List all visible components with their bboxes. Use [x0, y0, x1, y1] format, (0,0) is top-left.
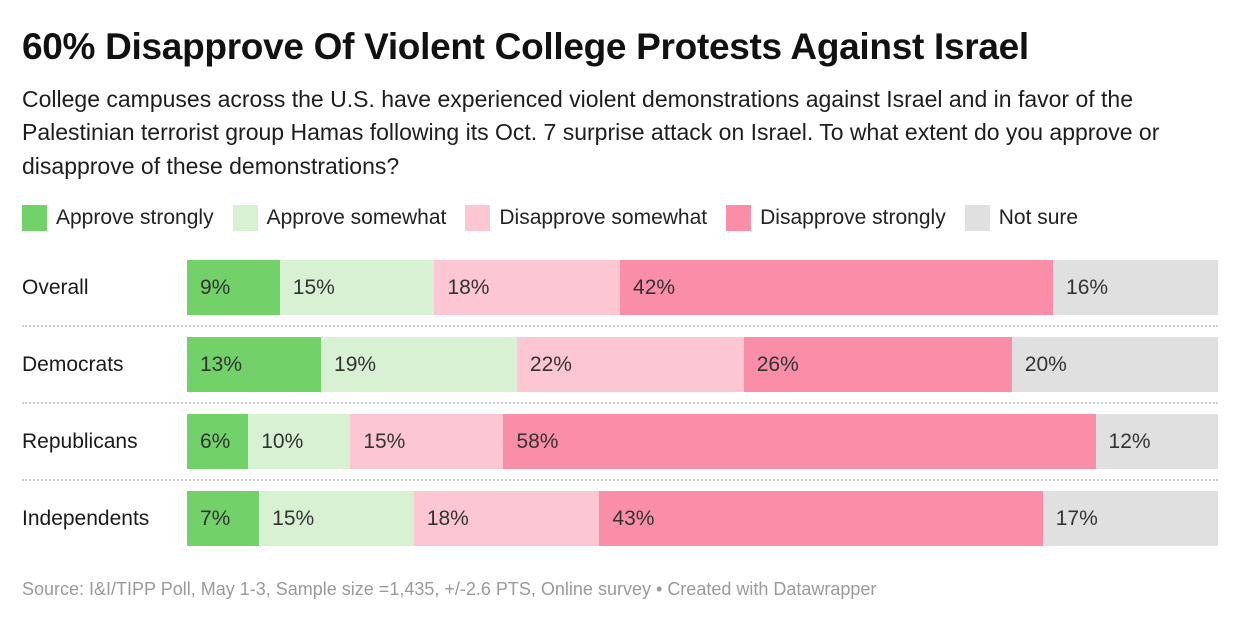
value-label: 15% [363, 429, 406, 453]
value-label: 15% [272, 506, 315, 530]
value-label: 9% [200, 275, 231, 299]
bar-segment: 15% [279, 260, 435, 316]
legend-swatch-icon [22, 205, 47, 232]
value-label: 26% [756, 352, 799, 376]
legend-swatch-icon [465, 205, 491, 232]
bar-segment: 20% [1011, 337, 1218, 393]
category-label: Independents [22, 506, 150, 530]
bar-segment: 26% [743, 337, 1012, 393]
chart-row: Republicans 6% 10% 15% 58% 12% [22, 414, 1219, 470]
bar-segment: 19% [321, 337, 517, 393]
source-text: Source: I&I/TIPP Poll, May 1-3, Sample s… [22, 579, 651, 600]
stacked-bar: 6% 10% 15% 58% 12% [187, 414, 1219, 470]
value-label: 16% [1066, 275, 1109, 299]
page-title: 60% Disapprove Of Violent College Protes… [22, 26, 1029, 67]
value-label: 18% [426, 506, 469, 530]
legend-item: Approve somewhat [232, 205, 447, 232]
value-label: 10% [261, 429, 304, 453]
bar-segment: 7% [187, 491, 260, 547]
value-label: 19% [334, 352, 377, 376]
bar-segment: 16% [1053, 260, 1218, 316]
chart-page: 60% Disapprove Of Violent College Protes… [22, 26, 1219, 600]
value-label: 6% [200, 429, 231, 453]
value-label: 17% [1055, 506, 1098, 530]
legend-swatch-icon [232, 205, 258, 232]
value-label: 7% [200, 506, 231, 530]
stacked-bar: 7% 15% 18% 43% 17% [187, 491, 1218, 547]
value-label: 43% [612, 506, 655, 530]
chart-row: Democrats 13% 19% 22% 26% 20% [22, 337, 1218, 393]
legend-item: Disapprove strongly [726, 205, 946, 232]
legend-label: Approve strongly [56, 206, 214, 230]
legend-item: Approve strongly [22, 205, 214, 232]
category-label: Overall [22, 275, 89, 299]
datawrapper-attribution-link[interactable]: Created with Datawrapper [667, 579, 877, 600]
bar-segment: 17% [1042, 491, 1218, 547]
stacked-bar: 13% 19% 22% 26% 20% [187, 337, 1218, 393]
legend-label: Disapprove somewhat [499, 206, 708, 230]
bar-segment: 12% [1095, 414, 1219, 470]
chart-row: Overall 9% 15% 18% 42% 16% [22, 260, 1218, 316]
source-line: Source: I&I/TIPP Poll, May 1-3, Sample s… [22, 579, 1218, 600]
legend-label: Disapprove strongly [760, 206, 946, 230]
row-separator [22, 402, 1218, 405]
legend-item: Disapprove somewhat [465, 205, 708, 232]
bar-segment: 15% [350, 414, 504, 470]
bar-segment: 18% [434, 260, 621, 316]
row-separator [22, 325, 1218, 328]
chart-rows: Overall 9% 15% 18% 42% 16% Democrats 13% 19% 22% 2… [22, 260, 1219, 547]
value-label: 42% [633, 275, 676, 299]
value-label: 22% [529, 352, 572, 376]
chart-row: Independents 7% 15% 18% 43% 17% [22, 491, 1218, 547]
value-label: 13% [200, 352, 243, 376]
row-separator [22, 479, 1218, 482]
bar-segment: 13% [187, 337, 322, 393]
footer-bullet: • [655, 579, 663, 600]
category-label: Republicans [22, 429, 138, 453]
legend: Approve strongly Approve somewhat Disappro… [22, 205, 1218, 232]
value-label: 20% [1024, 352, 1067, 376]
value-label: 15% [292, 275, 335, 299]
bar-segment: 15% [259, 491, 414, 547]
bar-segment: 18% [413, 491, 600, 547]
stacked-bar: 9% 15% 18% 42% 16% [187, 260, 1218, 316]
bar-segment: 22% [516, 337, 744, 393]
legend-swatch-icon [964, 205, 990, 232]
bar-segment: 10% [248, 414, 351, 470]
category-label: Democrats [22, 352, 124, 376]
bar-segment: 58% [503, 414, 1096, 470]
bar-segment: 43% [599, 491, 1043, 547]
legend-swatch-icon [726, 205, 752, 232]
value-label: 12% [1108, 429, 1151, 453]
legend-item: Not sure [964, 205, 1079, 232]
bar-segment: 6% [187, 414, 249, 470]
chart-description: College campuses across the U.S. have ex… [22, 85, 1160, 179]
bar-segment: 9% [187, 260, 280, 316]
bar-segment: 42% [620, 260, 1054, 316]
legend-label: Approve somewhat [266, 206, 447, 230]
legend-label: Not sure [998, 206, 1079, 230]
value-label: 58% [516, 429, 559, 453]
value-label: 18% [447, 275, 490, 299]
